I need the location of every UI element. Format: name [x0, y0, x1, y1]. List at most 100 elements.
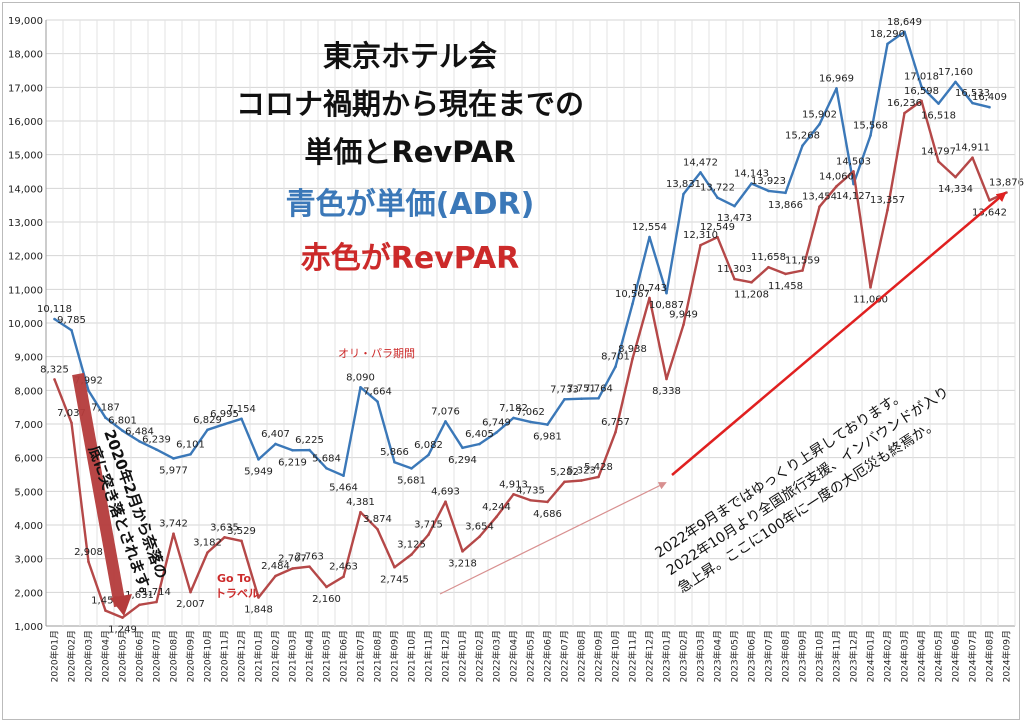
- revpar-data-label: 1,249: [108, 625, 137, 636]
- revpar-point: [393, 565, 396, 569]
- revpar-data-label: 3,529: [227, 526, 256, 537]
- y-tick-label: 16,000: [8, 117, 43, 128]
- revpar-point: [206, 551, 209, 554]
- revpar-point: [886, 208, 889, 212]
- adr-data-label: 6,801: [108, 416, 137, 427]
- revpar-data-label: 14,334: [938, 184, 973, 195]
- revpar-data-label: 11,208: [734, 289, 769, 300]
- adr-point: [971, 101, 974, 105]
- adr-data-label: 13,473: [717, 213, 752, 224]
- adr-point: [869, 134, 872, 137]
- revpar-data-label: 14,503: [836, 156, 871, 167]
- revpar-point: [461, 550, 464, 553]
- revpar-point: [920, 99, 923, 103]
- adr-data-label: 16,518: [921, 111, 956, 122]
- revpar-point: [427, 533, 430, 536]
- revpar-point: [410, 553, 413, 556]
- revpar-point: [308, 565, 311, 568]
- adr-point: [699, 171, 702, 174]
- revpar-point: [954, 175, 957, 179]
- x-tick-label: 2023年05月: [729, 630, 741, 682]
- revpar-data-label: 11,060: [853, 294, 888, 305]
- adr-data-label: 6,294: [448, 455, 477, 466]
- revpar-point: [682, 323, 685, 327]
- adr-data-label: 18,290: [870, 29, 905, 40]
- x-tick-label: 2023年04月: [712, 630, 724, 682]
- adr-point: [529, 420, 532, 424]
- x-tick-label: 2021年11月: [423, 630, 435, 682]
- revpar-data-label: 4,244: [482, 502, 511, 513]
- revpar-point: [172, 532, 175, 535]
- y-tick-label: 8,000: [14, 386, 43, 397]
- adr-data-label: 6,219: [278, 457, 307, 468]
- revpar-data-label: 3,125: [397, 539, 426, 550]
- x-tick-label: 2023年08月: [780, 630, 792, 682]
- adr-point: [648, 235, 651, 239]
- revpar-point: [631, 357, 634, 361]
- revpar-point: [665, 377, 668, 381]
- x-tick-label: 2020年04月: [100, 630, 112, 682]
- adr-point: [597, 396, 600, 400]
- revpar-point: [189, 590, 192, 594]
- adr-data-label: 6,082: [414, 440, 443, 451]
- adr-point: [665, 291, 668, 295]
- adr-point: [580, 397, 583, 401]
- x-tick-label: 2022年05月: [525, 630, 537, 682]
- x-tick-label: 2024年05月: [933, 630, 945, 682]
- adr-data-label: 17,160: [938, 67, 973, 78]
- adr-data-label: 10,118: [37, 304, 72, 315]
- adr-data-label: 5,949: [244, 466, 273, 477]
- revpar-data-label: 13,876: [989, 178, 1024, 189]
- adr-data-label: 7,076: [431, 406, 460, 417]
- adr-point: [359, 386, 362, 389]
- x-tick-label: 2022年01月: [457, 630, 469, 682]
- adr-point: [291, 448, 294, 452]
- adr-data-label: 15,902: [802, 109, 837, 120]
- goto-line-1: Go To: [217, 572, 251, 585]
- revpar-data-label: 3,715: [414, 520, 443, 531]
- revpar-data-label: 4,381: [346, 497, 375, 508]
- adr-data-label: 18,649: [887, 17, 922, 28]
- adr-data-label: 7,764: [584, 383, 613, 394]
- revpar-point: [716, 235, 719, 239]
- x-tick-label: 2022年12月: [644, 630, 656, 682]
- revpar-data-label: 2,908: [74, 547, 103, 558]
- x-tick-label: 2020年09月: [185, 630, 197, 682]
- revpar-point: [70, 421, 73, 425]
- revpar-point: [495, 515, 498, 519]
- adr-data-label: 9,785: [57, 315, 86, 326]
- y-axis-tick-labels: 1,000 2,000 3,000 4,000 5,000 6,000 7,000 8,000…: [8, 16, 43, 633]
- adr-data-label: 10,887: [649, 300, 684, 311]
- adr-data-label: 15,268: [785, 131, 820, 142]
- adr-point: [631, 302, 634, 306]
- adr-point: [410, 467, 413, 470]
- adr-data-label: 6,749: [482, 417, 511, 428]
- adr-data-label: 8,090: [346, 372, 375, 383]
- revpar-point: [291, 567, 294, 570]
- y-tick-label: 11,000: [8, 285, 43, 296]
- revpar-data-label: 12,310: [683, 230, 718, 241]
- x-tick-label: 2020年06月: [134, 630, 146, 682]
- revpar-point: [784, 272, 787, 276]
- adr-data-label: 5,977: [159, 465, 188, 476]
- x-tick-label: 2021年09月: [389, 630, 401, 682]
- x-tick-label: 2020年02月: [66, 630, 78, 682]
- adr-data-label: 7,182: [499, 403, 528, 414]
- revpar-data-label: 9,949: [669, 310, 698, 321]
- adr-point: [87, 389, 90, 392]
- y-tick-label: 15,000: [8, 151, 43, 162]
- adr-data-label: 7,992: [74, 376, 103, 387]
- revpar-point: [53, 378, 56, 381]
- x-tick-label: 2023年06月: [746, 630, 758, 682]
- adr-point: [104, 416, 107, 420]
- adr-point: [478, 442, 481, 446]
- revpar-data-label: 3,218: [448, 558, 477, 569]
- goto-line-2: トラベル: [215, 587, 259, 600]
- x-tick-label: 2020年01月: [49, 630, 61, 682]
- revpar-point: [325, 585, 328, 589]
- adr-point: [206, 428, 209, 432]
- x-tick-label: 2020年11月: [219, 630, 231, 682]
- x-tick-label: 2024年08月: [984, 630, 996, 682]
- revpar-point: [444, 500, 447, 503]
- adr-point: [954, 80, 957, 84]
